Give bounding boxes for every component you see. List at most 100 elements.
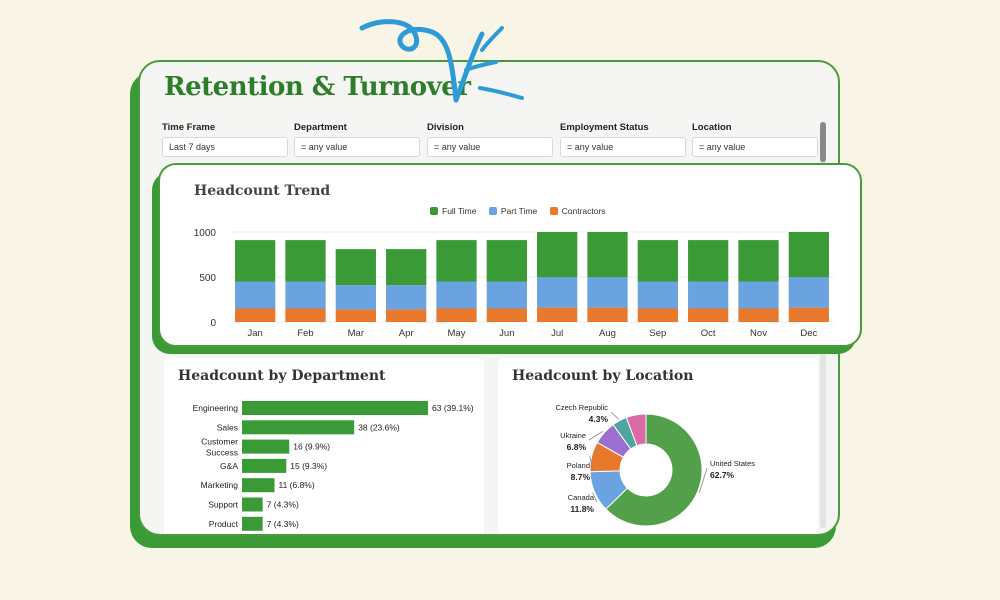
trend-bar-segment	[436, 240, 477, 282]
department-value-label: 63 (39.1%)	[432, 403, 474, 413]
department-label: Customer	[201, 437, 238, 447]
filter-department: Department = any value	[294, 122, 420, 157]
department-bar	[242, 439, 290, 454]
x-tick-label: Feb	[297, 328, 313, 339]
trend-bar-segment	[637, 281, 678, 309]
trend-bar-segment	[235, 308, 276, 322]
trend-bar-segment	[335, 309, 376, 322]
scribble-stroke	[453, 31, 485, 103]
employment-status-select[interactable]: = any value	[560, 137, 686, 157]
scribble-stroke	[464, 60, 498, 72]
location-slice	[625, 413, 647, 447]
trend-bar-segment	[637, 308, 678, 322]
department-panel: Headcount by Department Engineering 63 (3…	[164, 358, 484, 534]
trend-bar-segment	[436, 308, 477, 322]
trend-bar-segment	[386, 285, 427, 310]
trend-bar-segment	[537, 232, 578, 277]
location-slice	[605, 413, 703, 527]
location-label: Czech Republic	[555, 403, 608, 412]
page-title: Retention & Turnover	[164, 72, 471, 102]
location-value-label: 8.7%	[571, 472, 591, 482]
location-donut-chart: United States 62.7% Canada 11.8% Poland 8.7% U…	[555, 403, 755, 527]
filter-label: Location	[692, 122, 732, 133]
location-leader-line	[699, 467, 708, 493]
department-select[interactable]: = any value	[294, 137, 420, 157]
trend-bar-segment	[587, 277, 628, 308]
filter-label: Department	[294, 122, 347, 133]
department-label: Marketing	[201, 480, 239, 490]
trend-bar-segment	[285, 240, 326, 282]
location-leader-line	[589, 456, 594, 471]
trend-bar-segment	[486, 308, 527, 322]
location-leader-line	[610, 411, 619, 420]
trend-bar-segment	[738, 240, 779, 282]
trend-bar-segment	[235, 240, 276, 282]
department-value-label: 16 (9.9%)	[293, 442, 330, 452]
x-tick-label: Mar	[348, 328, 364, 339]
department-bar	[242, 516, 263, 531]
department-value-label: 11 (6.8%)	[278, 480, 314, 490]
x-tick-label: Oct	[701, 328, 716, 339]
scribble-stroke	[359, 19, 459, 103]
department-bar	[242, 478, 275, 493]
y-tick-label: 500	[199, 273, 216, 284]
trend-bar-segment	[436, 281, 477, 309]
legend-item-part-time[interactable]: Part Time	[488, 206, 537, 216]
trend-bar-segment	[637, 240, 678, 282]
department-label: Engineering	[193, 403, 239, 413]
filter-label: Employment Status	[560, 122, 649, 133]
x-tick-label: Dec	[800, 328, 817, 339]
x-tick-label: Sep	[649, 328, 666, 339]
legend-item-full-time[interactable]: Full Time	[430, 206, 476, 216]
filter-label: Division	[427, 122, 464, 133]
trend-bar-segment	[386, 309, 427, 322]
department-bar	[242, 401, 428, 415]
scribble-stroke	[478, 86, 524, 100]
y-tick-label: 0	[210, 318, 216, 329]
location-value-label: 62.7%	[710, 470, 735, 480]
department-value-label: 38 (23.6%)	[358, 422, 400, 432]
trend-bar-segment	[335, 249, 376, 286]
trend-bar-segment	[738, 308, 779, 322]
location-leader-line	[588, 431, 603, 441]
location-label: Canada	[568, 493, 595, 502]
scrollbar-thumb[interactable]	[820, 122, 826, 162]
trend-bar-segment	[688, 281, 729, 309]
legend-item-contractors[interactable]: Contractors	[549, 206, 606, 216]
filter-employment-status: Employment Status = any value	[560, 122, 686, 157]
department-bar	[242, 420, 355, 435]
trend-bar-segment	[788, 307, 829, 322]
legend-swatch	[430, 207, 438, 215]
location-select[interactable]: = any value	[692, 137, 818, 157]
trend-bar-segment	[587, 307, 628, 322]
trend-bar-segment	[587, 232, 628, 277]
x-tick-label: Jul	[551, 328, 563, 339]
trend-legend: Full Time Part Time Contractors	[430, 206, 616, 216]
scribble-stroke	[480, 26, 504, 52]
department-chart-title: Headcount by Department	[178, 368, 386, 384]
location-label: United States	[710, 459, 755, 468]
department-label: Support	[208, 500, 238, 510]
filter-division: Division = any value	[427, 122, 553, 157]
department-bar	[242, 458, 287, 473]
x-tick-label: Nov	[750, 328, 767, 339]
division-select[interactable]: = any value	[427, 137, 553, 157]
location-value-label: 11.8%	[570, 504, 594, 514]
trend-bar-segment	[738, 281, 779, 309]
trend-bar-segment	[285, 281, 326, 309]
trend-bar-segment	[788, 232, 829, 277]
trend-bar-segment	[486, 240, 527, 282]
time-frame-select[interactable]: Last 7 days	[162, 137, 288, 157]
legend-swatch	[488, 207, 497, 215]
department-value-label: 7 (4.3%)	[267, 519, 299, 529]
location-chart-title: Headcount by Location	[512, 368, 694, 384]
x-tick-label: Aug	[599, 328, 616, 339]
department-label: G&A	[220, 461, 238, 471]
trend-bar-segment	[688, 308, 729, 322]
filter-time-frame: Time Frame Last 7 days	[162, 122, 288, 157]
filter-location: Location = any value	[692, 122, 818, 157]
x-tick-label: May	[448, 328, 466, 339]
trend-bar-segment	[486, 281, 527, 309]
location-label: Poland	[567, 461, 590, 470]
trend-bar-segment	[788, 277, 829, 308]
